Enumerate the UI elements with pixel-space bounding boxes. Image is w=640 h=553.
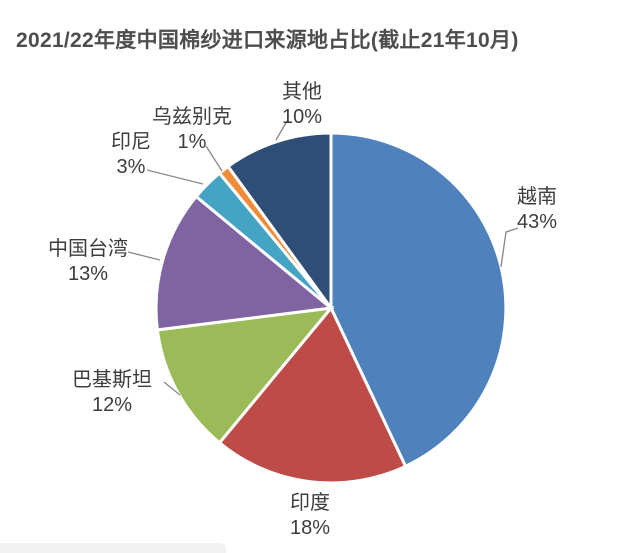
slice-label-vietnam: 越南 43% xyxy=(517,185,557,233)
slice-label-others: 其他 10% xyxy=(282,80,322,128)
slice-label-taiwan-china: 中国台湾 13% xyxy=(48,237,128,285)
leader-line-vietnam xyxy=(500,227,519,268)
slice-label-india: 印度 18% xyxy=(290,491,330,539)
chart-title: 2021/22年度中国棉纱进口来源地占比(截止21年10月) xyxy=(16,29,519,52)
leader-line-pakistan xyxy=(163,381,181,396)
leader-line-uzbekistan xyxy=(205,145,223,172)
slice-label-pakistan: 巴基斯坦 12% xyxy=(72,368,152,416)
pie-slice-vietnam xyxy=(329,131,508,469)
slice-label-indonesia: 印尼 3% xyxy=(111,130,151,178)
slice-label-uzbekistan: 乌兹别克 1% xyxy=(152,105,232,153)
pie-slice-india xyxy=(217,305,408,485)
pie-slice-taiwan-china xyxy=(154,194,335,332)
pie-slice-others xyxy=(226,131,333,313)
leader-line-taiwan-china xyxy=(127,251,161,261)
leader-line-others xyxy=(275,120,288,141)
bottom-edge-artifact xyxy=(0,543,226,553)
leader-line-indonesia xyxy=(146,169,204,185)
